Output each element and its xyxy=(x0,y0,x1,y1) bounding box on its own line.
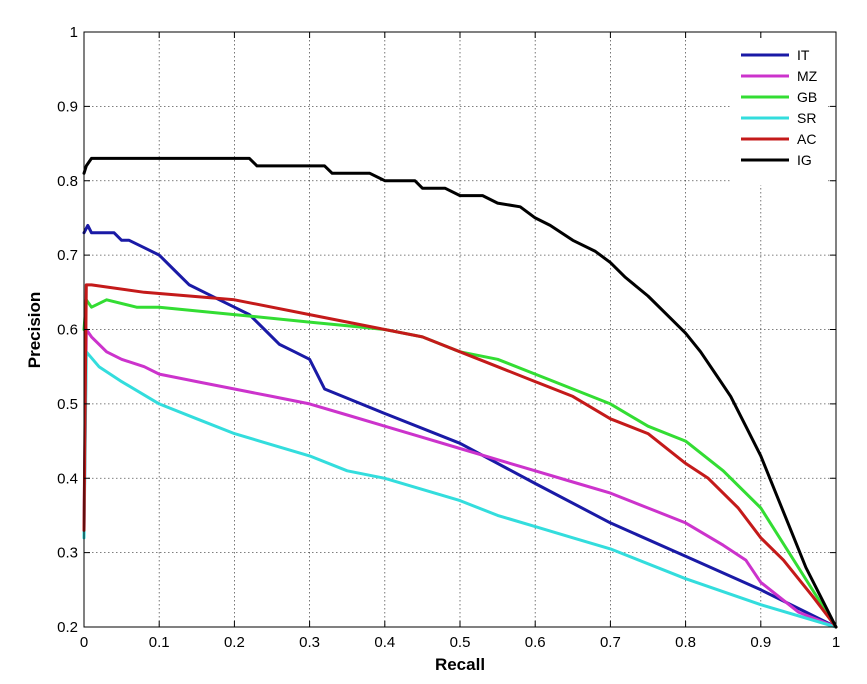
x-tick-label: 0 xyxy=(80,634,88,651)
series-line-ac xyxy=(82,283,838,629)
y-tick-label: 0.4 xyxy=(57,470,78,487)
x-tick-label: 0.3 xyxy=(299,634,320,651)
x-tick-label: 0.8 xyxy=(675,634,696,651)
x-tick-label: 0.7 xyxy=(600,634,621,651)
series-line-ig xyxy=(82,156,838,629)
legend-label-mz: MZ xyxy=(797,68,818,84)
x-tick-label: 0.4 xyxy=(374,634,395,651)
x-tick-label: 0.2 xyxy=(224,634,245,651)
x-tick-label: 0.6 xyxy=(525,634,546,651)
legend: IT MZ GB SR AC IG xyxy=(732,40,828,185)
legend-label-gb: GB xyxy=(797,89,817,105)
y-tick-label: 0.9 xyxy=(57,98,78,115)
x-tick-labels: 0 0.1 0.2 0.3 0.4 0.5 0.6 0.7 0.8 0.9 1 xyxy=(80,634,840,651)
y-axis-label: Precision xyxy=(25,292,44,369)
series-lines xyxy=(82,156,838,629)
legend-label-sr: SR xyxy=(797,110,816,126)
y-tick-label: 0.5 xyxy=(57,396,78,413)
y-tick-label: 0.2 xyxy=(57,619,78,636)
x-tick-label: 1 xyxy=(832,634,840,651)
y-tick-label: 0.6 xyxy=(57,322,78,339)
axis-ticks xyxy=(83,31,837,628)
x-tick-label: 0.9 xyxy=(750,634,771,651)
y-tick-label: 0.3 xyxy=(57,545,78,562)
legend-label-ig: IG xyxy=(797,152,812,168)
series-line-sr xyxy=(82,350,838,629)
y-tick-label: 1 xyxy=(70,24,78,41)
y-tick-label: 0.7 xyxy=(57,247,78,264)
x-tick-label: 0.5 xyxy=(450,634,471,651)
legend-label-ac: AC xyxy=(797,131,816,147)
x-axis-label: Recall xyxy=(435,655,485,674)
x-tick-label: 0.1 xyxy=(149,634,170,651)
y-tick-labels: 0.2 0.3 0.4 0.5 0.6 0.7 0.8 0.9 1 xyxy=(57,24,78,636)
series-line-mz xyxy=(82,328,838,629)
y-tick-label: 0.8 xyxy=(57,173,78,190)
legend-label-it: IT xyxy=(797,47,810,63)
